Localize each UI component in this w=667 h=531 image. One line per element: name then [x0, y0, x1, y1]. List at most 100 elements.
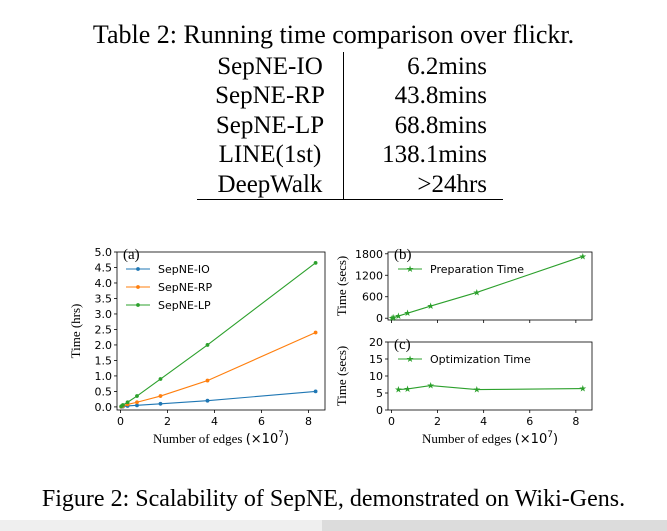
data-point: ★ — [394, 386, 402, 396]
series-line-SepNE-LP — [120, 262, 316, 407]
legend-label: SepNE-RP — [158, 281, 213, 294]
y-tick-label: 5.0 — [95, 246, 113, 259]
page-bottom-bar — [0, 520, 667, 531]
series-line-SepNE-RP — [121, 332, 316, 408]
x-tick-label: 4 — [211, 415, 218, 428]
data-point: ★ — [473, 386, 481, 396]
y-tick-label: 20 — [369, 336, 383, 349]
legend: ★ Optimization Time — [398, 353, 531, 366]
y-tick-label: 4.5 — [95, 261, 113, 274]
y-tick-label: 1200 — [355, 269, 383, 282]
y-tick-label: 4.0 — [95, 277, 113, 290]
data-point: ★ — [427, 302, 435, 312]
y-axis-label: Time (secs) — [334, 256, 349, 317]
running-time-table: SepNE-IO 6.2mins SepNE-RP 43.8mins SepNE… — [197, 52, 503, 201]
data-point — [158, 394, 163, 398]
legend: SepNE-IO SepNE-RP SepNE-LP — [126, 263, 213, 312]
data-point: ★ — [579, 385, 587, 395]
legend-label: SepNE-LP — [158, 299, 211, 312]
data-point — [120, 403, 125, 407]
legend: ★ Preparation Time — [398, 263, 524, 276]
table-row: SepNE-RP 43.8mins — [197, 81, 503, 111]
plot-frame — [116, 251, 326, 411]
data-point — [205, 398, 210, 403]
scalability-figure: 0.0 0.5 1.0 1.5 2.0 2.5 3.0 3.5 4.0 4.5 5.0 0 2 4 6 8 (a… — [68, 246, 593, 447]
x-tick-label: 0 — [388, 415, 395, 428]
table-row: SepNE-LP 68.8mins — [197, 110, 503, 141]
legend-marker: ★ — [406, 355, 414, 365]
data-point — [135, 403, 139, 408]
y-tick-label: 1.5 — [95, 354, 113, 367]
data-point: ★ — [404, 309, 412, 319]
x-tick-label: 0 — [117, 415, 124, 428]
legend-marker — [136, 303, 140, 307]
x-tick-label: 2 — [434, 415, 441, 428]
x-tick-label: 2 — [164, 415, 171, 428]
panel-label: (b) — [394, 247, 412, 263]
method-cell: DeepWalk — [197, 169, 344, 200]
panel-label: (c) — [394, 337, 411, 353]
legend-marker: ★ — [406, 265, 414, 275]
data-point — [313, 330, 318, 335]
figure-caption: Figure 2: Scalability of SepNE, demonstr… — [41, 486, 626, 512]
y-tick-label: 1800 — [355, 248, 383, 261]
data-point: ★ — [394, 312, 402, 322]
table-row: LINE(1st) 138.1mins — [197, 140, 503, 170]
x-tick-label: 8 — [305, 415, 312, 428]
data-point — [313, 389, 318, 394]
data-point — [205, 343, 210, 347]
table-row: DeepWalk >24hrs — [197, 169, 503, 200]
y-tick-label: 1.0 — [95, 370, 113, 383]
legend-label: Optimization Time — [430, 353, 531, 366]
chart-panel: 0.0 0.5 1.0 1.5 2.0 2.5 3.0 3.5 4.0 4.5 5.0 0 2 4 6 8 (a… — [68, 246, 326, 447]
y-tick-label: 5 — [376, 387, 383, 400]
data-point — [135, 400, 139, 405]
data-point: ★ — [390, 313, 398, 323]
x-axis-label: Number of edges (×107) — [153, 430, 289, 447]
y-tick-label: 15 — [369, 353, 383, 366]
y-tick-label: 3.5 — [95, 292, 113, 305]
y-tick-label: 3.0 — [95, 308, 113, 321]
method-cell: LINE(1st) — [197, 140, 344, 170]
method-cell: SepNE-IO — [197, 52, 344, 82]
data-point — [135, 394, 139, 398]
time-cell: 6.2mins — [407, 53, 487, 80]
x-tick-label: 6 — [526, 415, 533, 428]
watermark-strip — [322, 520, 667, 531]
y-tick-label: 0.0 — [95, 401, 113, 414]
y-tick-label: 0 — [376, 312, 383, 325]
x-axis-label: Number of edges (×107) — [422, 430, 558, 447]
series-line-Preparation Time — [391, 255, 583, 319]
data-point — [205, 378, 210, 383]
y-tick-label: 2.0 — [95, 339, 113, 352]
data-point: ★ — [427, 382, 435, 392]
time-cell: 68.8mins — [394, 111, 487, 139]
time-cell: 138.1mins — [382, 141, 487, 169]
legend-marker — [136, 267, 140, 271]
y-axis-label: Time (hrs) — [68, 304, 83, 359]
panel-label: (a) — [123, 247, 140, 263]
data-point: ★ — [473, 288, 481, 298]
time-cell: >24hrs — [417, 170, 487, 198]
data-point — [158, 377, 163, 381]
y-tick-label: 10 — [369, 370, 383, 383]
data-point — [158, 401, 163, 406]
y-tick-label: 2.5 — [95, 323, 113, 336]
table-caption: Table 2: Running time comparison over fl… — [92, 20, 575, 49]
x-tick-label: 4 — [480, 415, 487, 428]
data-point: ★ — [404, 385, 412, 395]
legend-marker — [136, 285, 140, 289]
y-tick-label: 600 — [362, 291, 383, 304]
data-point — [313, 260, 318, 265]
x-tick-label: 8 — [572, 415, 579, 428]
time-cell: 43.8mins — [394, 82, 487, 110]
data-point — [125, 400, 130, 405]
legend-label: Preparation Time — [430, 263, 524, 276]
method-cell: SepNE-RP — [197, 81, 344, 111]
y-tick-label: 0 — [376, 404, 383, 417]
plot-frame — [387, 251, 593, 321]
y-tick-label: 0.5 — [95, 385, 113, 398]
x-tick-label: 6 — [258, 415, 265, 428]
